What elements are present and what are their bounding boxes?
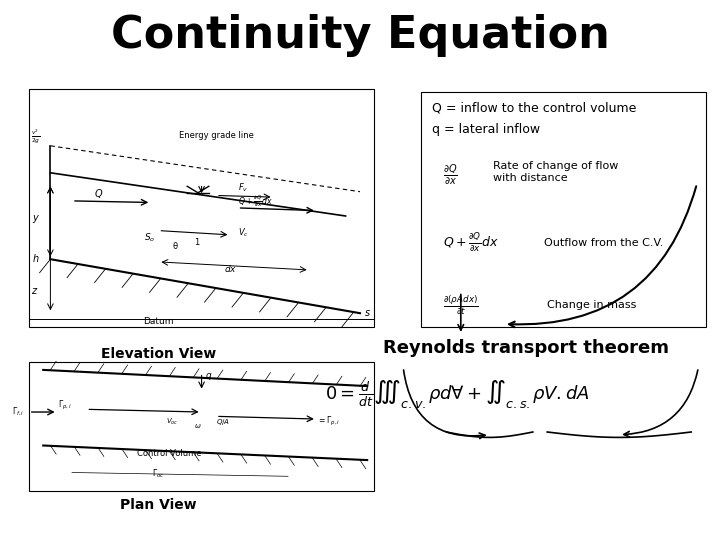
Text: Plan View: Plan View bbox=[120, 498, 197, 512]
Text: $V_c$: $V_c$ bbox=[238, 227, 248, 239]
Text: $Q+\frac{\partial Q}{\partial x}dx$: $Q+\frac{\partial Q}{\partial x}dx$ bbox=[443, 231, 498, 255]
Text: $\omega$: $\omega$ bbox=[194, 422, 202, 430]
Text: Control Volume: Control Volume bbox=[137, 449, 202, 458]
Text: $s$: $s$ bbox=[364, 308, 371, 318]
Text: $z$: $z$ bbox=[31, 286, 38, 296]
Text: $\Gamma_{oc}$: $\Gamma_{oc}$ bbox=[152, 467, 165, 480]
Text: $\frac{\partial(\rho A dx)}{\partial t}$: $\frac{\partial(\rho A dx)}{\partial t}$ bbox=[443, 293, 478, 317]
Text: θ: θ bbox=[173, 242, 178, 252]
Text: $\Gamma_{f,i}$: $\Gamma_{f,i}$ bbox=[12, 406, 24, 418]
Text: $F_v$: $F_v$ bbox=[238, 181, 248, 193]
Text: $Q/A$: $Q/A$ bbox=[216, 417, 230, 428]
Text: $V_{oc}$: $V_{oc}$ bbox=[166, 416, 178, 427]
Text: $h$: $h$ bbox=[32, 252, 40, 264]
Text: $\Gamma_{p,i}$: $\Gamma_{p,i}$ bbox=[58, 399, 71, 412]
Text: Continuity Equation: Continuity Equation bbox=[111, 14, 609, 57]
Text: $q$: $q$ bbox=[205, 371, 212, 382]
Text: $Q + \frac{\partial Q}{\partial x}dx$: $Q + \frac{\partial Q}{\partial x}dx$ bbox=[238, 193, 272, 208]
Text: Rate of change of flow
with distance: Rate of change of flow with distance bbox=[493, 161, 618, 183]
Text: $0 = \frac{d}{dt}\iiint_{c.v.} \rho d\forall + \iint_{c.s.} \rho V.dA$: $0 = \frac{d}{dt}\iiint_{c.v.} \rho d\fo… bbox=[325, 378, 590, 410]
Text: Change in mass: Change in mass bbox=[547, 300, 636, 310]
Text: $y$: $y$ bbox=[32, 213, 40, 225]
Text: $1$: $1$ bbox=[194, 235, 201, 247]
Text: Energy grade line: Energy grade line bbox=[179, 131, 253, 140]
Text: $dx$: $dx$ bbox=[224, 262, 237, 274]
Text: Outflow from the C.V.: Outflow from the C.V. bbox=[544, 238, 663, 248]
Text: $\frac{\partial Q}{\partial x}$: $\frac{\partial Q}{\partial x}$ bbox=[443, 163, 457, 188]
Text: Elevation View: Elevation View bbox=[101, 347, 216, 361]
Text: $\frac{v^2}{2g}$: $\frac{v^2}{2g}$ bbox=[31, 127, 40, 145]
Text: $Q$: $Q$ bbox=[94, 187, 103, 200]
Text: $= \Gamma_{p,i}$: $= \Gamma_{p,i}$ bbox=[317, 415, 340, 428]
Text: Datum: Datum bbox=[143, 317, 174, 326]
Text: Q = inflow to the control volume: Q = inflow to the control volume bbox=[432, 102, 636, 114]
Text: q = lateral inflow: q = lateral inflow bbox=[432, 123, 540, 136]
Text: $S_o$: $S_o$ bbox=[144, 231, 156, 244]
Text: Reynolds transport theorem: Reynolds transport theorem bbox=[382, 339, 669, 357]
